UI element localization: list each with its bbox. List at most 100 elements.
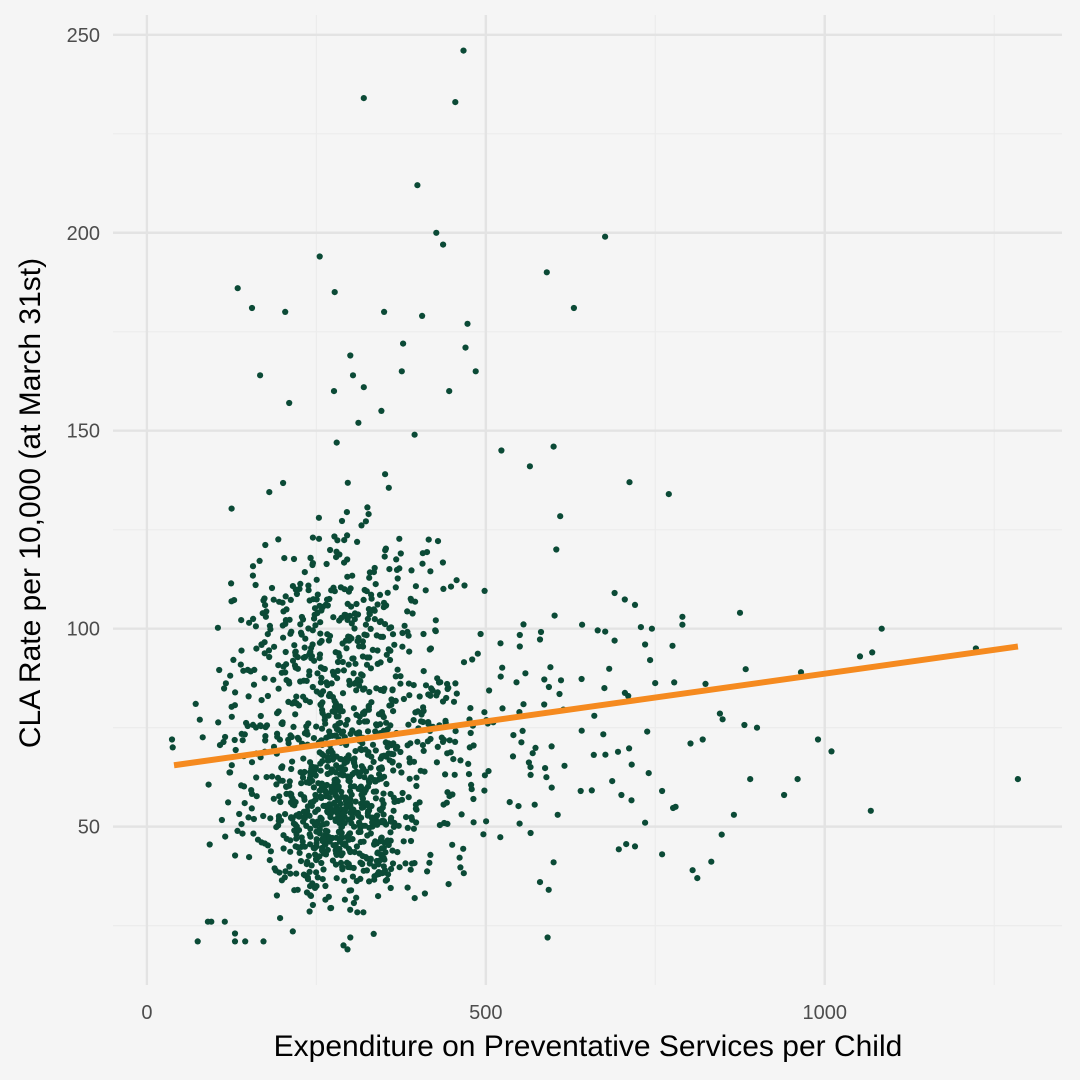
data-point-637 — [327, 746, 334, 754]
data-point-1085 — [318, 725, 326, 732]
data-point-1382 — [516, 820, 523, 827]
data-point-183 — [289, 758, 296, 765]
data-point-1006 — [257, 723, 264, 730]
data-point-970 — [362, 518, 369, 525]
data-point-1053 — [360, 709, 367, 717]
data-point-69 — [642, 641, 649, 648]
data-point-1421 — [628, 761, 635, 768]
data-point-727 — [301, 815, 308, 822]
data-point-61 — [642, 819, 649, 826]
data-point-595 — [304, 876, 312, 883]
data-point-980 — [340, 809, 347, 817]
data-point-1245 — [231, 597, 238, 604]
data-point-1316 — [341, 760, 348, 767]
data-point-164 — [419, 742, 426, 749]
data-point-928 — [420, 630, 427, 638]
data-point-49 — [794, 776, 801, 783]
data-point-661 — [328, 904, 335, 912]
data-point-742 — [310, 735, 317, 742]
data-point-237 — [370, 930, 377, 938]
data-point-297 — [409, 860, 416, 867]
data-point-1139 — [302, 653, 309, 661]
data-point-134 — [407, 837, 415, 845]
data-point-1388 — [561, 762, 568, 769]
y-tick-label-2: 150 — [67, 421, 100, 443]
data-point-1313 — [378, 775, 385, 782]
data-point-1168 — [290, 555, 298, 563]
data-point-12 — [282, 308, 289, 315]
data-point-570 — [355, 829, 362, 836]
data-point-578 — [240, 783, 248, 790]
data-point-912 — [247, 668, 254, 675]
data-point-900 — [317, 679, 324, 686]
data-point-1177 — [292, 649, 299, 656]
data-point-860 — [285, 698, 292, 706]
data-point-847 — [388, 624, 395, 631]
data-point-499 — [301, 796, 308, 803]
data-point-78 — [550, 859, 557, 866]
data-point-277 — [394, 849, 401, 856]
data-point-707 — [390, 807, 397, 814]
data-point-1244 — [407, 595, 414, 602]
data-point-911 — [412, 805, 419, 812]
data-point-574 — [350, 864, 357, 872]
data-point-1289 — [423, 549, 431, 556]
data-point-569 — [286, 863, 293, 870]
data-point-577 — [311, 821, 319, 828]
data-point-1328 — [444, 789, 451, 796]
data-point-828 — [275, 662, 282, 669]
data-point-202 — [372, 788, 380, 795]
data-point-927 — [344, 616, 351, 624]
data-point-1429 — [606, 665, 613, 672]
data-point-1337 — [442, 717, 449, 724]
data-point-718 — [275, 685, 282, 692]
data-point-1254 — [409, 610, 416, 617]
data-point-1011 — [205, 781, 212, 788]
data-point-1180 — [317, 630, 324, 637]
data-point-1100 — [300, 677, 307, 684]
minor-gridlines — [113, 15, 1062, 985]
data-point-795 — [260, 812, 267, 820]
data-point-1040 — [420, 668, 427, 675]
data-point-83 — [196, 716, 203, 723]
data-point-668 — [227, 672, 234, 679]
data-point-735 — [351, 625, 358, 632]
data-point-1401 — [647, 657, 654, 664]
data-point-1117 — [312, 622, 319, 629]
data-point-810 — [406, 775, 413, 782]
data-point-1286 — [382, 471, 389, 478]
data-point-470 — [356, 822, 363, 829]
data-point-152 — [410, 825, 417, 832]
data-point-1415 — [671, 679, 678, 686]
data-point-859 — [282, 648, 289, 656]
data-point-931 — [281, 874, 288, 881]
data-point-600 — [382, 877, 389, 884]
data-point-221 — [238, 821, 245, 828]
data-point-475 — [277, 777, 284, 784]
data-point-439 — [320, 866, 327, 873]
data-point-769 — [386, 656, 394, 664]
data-point-719 — [258, 697, 265, 704]
data-point-66 — [679, 621, 686, 628]
data-point-389 — [361, 774, 368, 781]
data-point-18 — [347, 352, 354, 359]
data-point-1246 — [372, 581, 379, 588]
data-point-303 — [332, 807, 339, 814]
data-point-1438 — [600, 731, 607, 738]
data-point-1427 — [548, 743, 555, 750]
data-point-1354 — [522, 670, 529, 677]
data-point-1184 — [396, 535, 403, 542]
data-point-920 — [433, 759, 440, 766]
data-point-65 — [644, 728, 651, 735]
data-point-86 — [194, 938, 201, 945]
data-point-761 — [481, 772, 488, 779]
data-point-1070 — [350, 670, 357, 677]
data-point-54 — [718, 831, 725, 838]
data-point-956 — [261, 675, 268, 682]
data-point-473 — [293, 693, 300, 700]
data-point-1078 — [397, 550, 404, 557]
data-point-1338 — [481, 587, 488, 595]
data-point-612 — [309, 683, 316, 691]
data-point-533 — [353, 843, 360, 850]
data-point-1371 — [452, 738, 459, 746]
